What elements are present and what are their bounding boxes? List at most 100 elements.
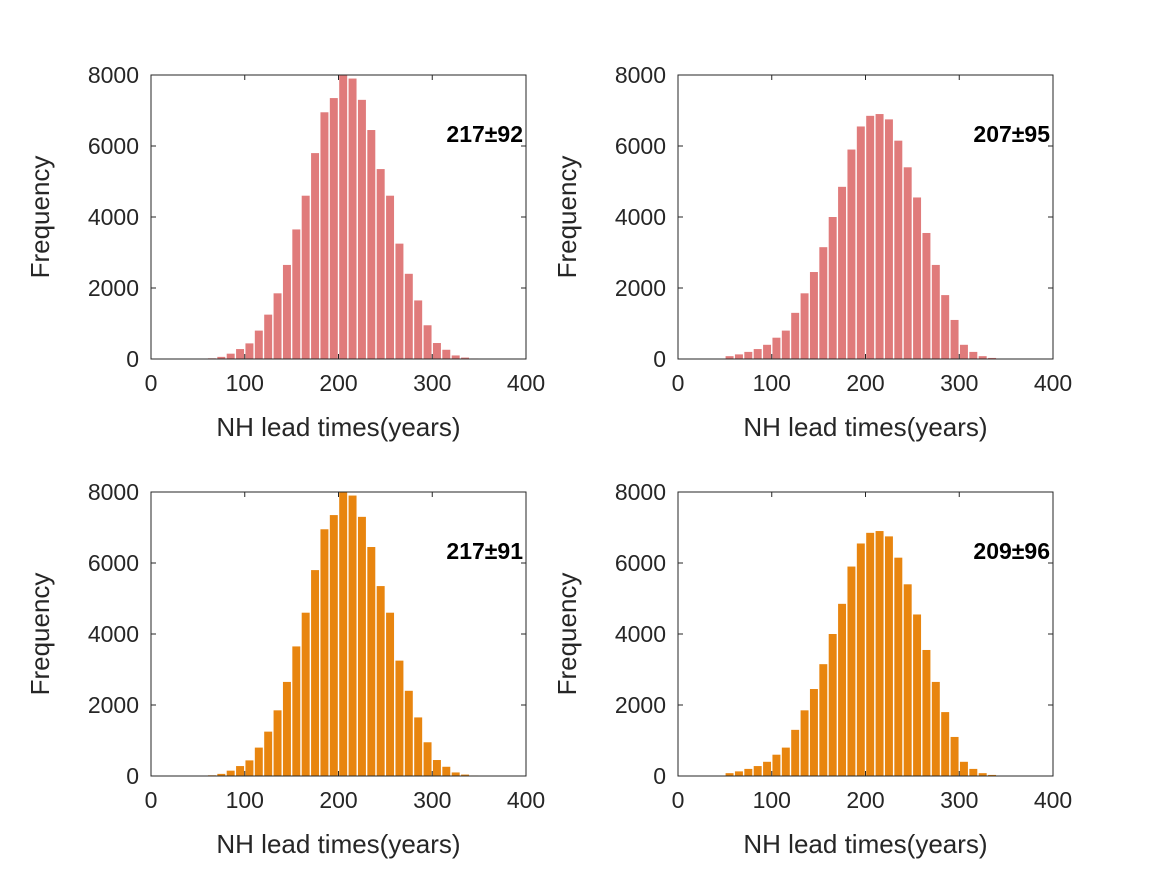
y-tick-label: 8000 — [615, 62, 666, 88]
x-axis-label: NH lead times(years) — [216, 412, 460, 442]
histogram-bar — [423, 325, 432, 359]
x-tick-label: 100 — [226, 370, 264, 396]
histogram-bar — [941, 712, 950, 776]
axes-box — [677, 491, 1054, 777]
mean-std-annotation: 217±92 — [446, 121, 523, 147]
histogram-bar — [913, 197, 922, 359]
y-tick-label: 0 — [126, 763, 139, 789]
y-tick-label: 6000 — [88, 133, 139, 159]
histogram-bar — [969, 768, 978, 776]
histogram-bar — [264, 314, 273, 360]
x-tick-label: 0 — [672, 370, 685, 396]
histogram-bar — [819, 664, 828, 776]
y-axis-label: Frequency — [25, 573, 55, 696]
histogram-bar — [282, 681, 291, 776]
histogram-bar — [461, 774, 470, 776]
histogram-bar — [734, 771, 743, 776]
histogram-bar — [978, 356, 987, 359]
x-tick-label: 100 — [226, 787, 264, 813]
y-tick-label: 8000 — [615, 479, 666, 505]
histogram-bar — [988, 774, 997, 776]
histogram-bar — [348, 78, 357, 360]
histogram-bar — [273, 293, 282, 359]
histogram-bar — [978, 773, 987, 776]
histogram-bar — [894, 140, 903, 359]
y-tick-label: 4000 — [88, 621, 139, 647]
mean-std-annotation: 209±96 — [973, 538, 1050, 564]
histogram-bar — [461, 357, 470, 359]
histogram-bar — [451, 355, 460, 359]
histogram-bar — [819, 247, 828, 359]
mean-std-annotation: 217±91 — [446, 538, 523, 564]
histogram-bar — [442, 766, 451, 776]
y-tick-label: 2000 — [615, 692, 666, 718]
histogram-bar — [753, 349, 762, 359]
y-tick-label: 2000 — [615, 275, 666, 301]
histogram-bar — [423, 742, 432, 776]
histogram-bar — [734, 354, 743, 359]
x-tick-label: 200 — [846, 787, 884, 813]
histogram-bar — [884, 536, 893, 777]
x-tick-label: 400 — [507, 370, 545, 396]
y-tick-label: 6000 — [615, 550, 666, 576]
histogram-bar — [329, 98, 338, 359]
histogram-bar — [432, 343, 441, 359]
histogram-bar — [311, 570, 320, 776]
histogram-bar — [320, 529, 329, 776]
histogram-bar — [357, 516, 366, 776]
x-tick-label: 400 — [1034, 787, 1072, 813]
x-axis-label: NH lead times(years) — [743, 829, 987, 859]
y-tick-label: 2000 — [88, 692, 139, 718]
axes-box — [677, 74, 1054, 360]
histogram-bar — [828, 634, 837, 776]
x-tick-label: 200 — [319, 370, 357, 396]
histogram-bar — [781, 747, 790, 776]
histogram-bar — [217, 356, 226, 359]
histogram-bar — [903, 584, 912, 776]
axes-box — [150, 491, 527, 777]
y-tick-label: 8000 — [88, 479, 139, 505]
y-tick-label: 8000 — [88, 62, 139, 88]
histogram-bar — [847, 566, 856, 776]
histogram-bar — [744, 768, 753, 776]
histogram-bar — [828, 217, 837, 359]
histogram-bar — [950, 319, 959, 359]
histogram-bar — [763, 344, 772, 359]
y-tick-label: 6000 — [615, 133, 666, 159]
histogram-bar — [254, 330, 263, 359]
histogram-bar — [226, 353, 235, 359]
histogram-bar — [386, 195, 395, 359]
histogram-bar — [311, 153, 320, 359]
histogram-bar — [856, 126, 865, 359]
x-tick-label: 200 — [319, 787, 357, 813]
histogram-bar — [404, 273, 413, 359]
histogram-bar — [217, 773, 226, 776]
histogram-bar — [348, 495, 357, 776]
y-tick-label: 4000 — [88, 204, 139, 230]
histogram-bar — [395, 660, 404, 777]
x-tick-label: 300 — [940, 370, 978, 396]
y-axis-label: Frequency — [552, 156, 582, 279]
histogram-bar — [264, 731, 273, 777]
histogram-bar — [856, 543, 865, 776]
histogram-bar — [725, 356, 734, 359]
x-tick-label: 300 — [940, 787, 978, 813]
histogram-bar — [725, 773, 734, 776]
x-tick-label: 0 — [145, 370, 158, 396]
histogram-bar — [282, 264, 291, 359]
mean-std-annotation: 207±95 — [973, 121, 1050, 147]
histogram-bar — [292, 646, 301, 776]
y-axis-label: Frequency — [552, 573, 582, 696]
histogram-bar — [866, 532, 875, 776]
histogram-bar — [245, 343, 254, 359]
x-axis-label: NH lead times(years) — [216, 829, 460, 859]
histogram-bar — [367, 130, 376, 359]
histogram-bar — [884, 119, 893, 360]
histogram-bar — [875, 114, 884, 359]
histogram-bar — [941, 295, 950, 359]
histogram-bar — [451, 772, 460, 776]
